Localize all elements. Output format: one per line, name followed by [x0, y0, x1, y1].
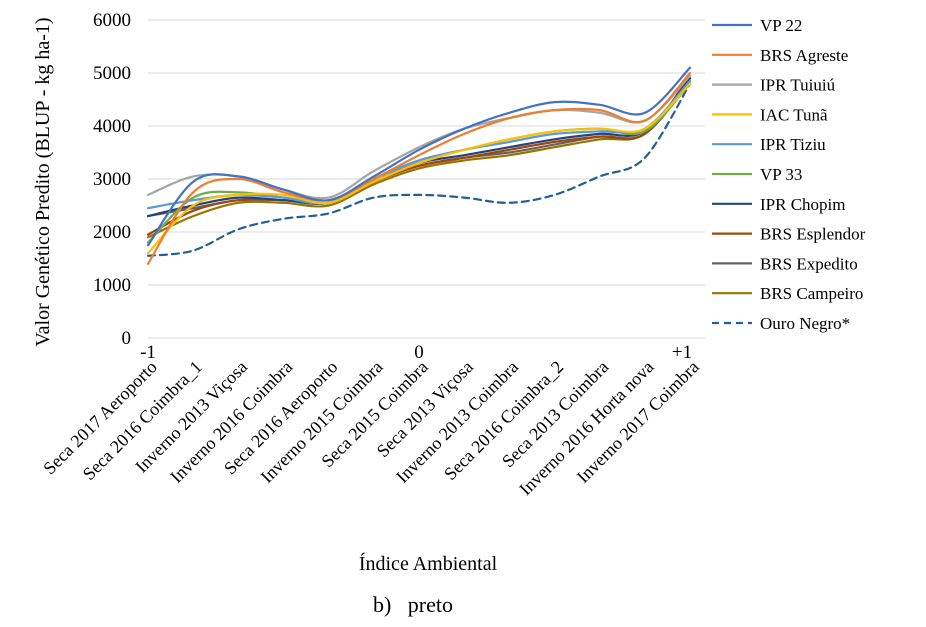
figure-caption: b) preto	[373, 592, 453, 617]
series-line-7	[146, 74, 692, 236]
y-tick-label: 0	[122, 328, 132, 349]
legend-label: VP 33	[760, 165, 802, 184]
series-line-1	[146, 71, 692, 265]
y-tick-label: 3000	[93, 169, 131, 190]
legend-label: BRS Expedito	[760, 254, 858, 273]
legend-label: IPR Tuiuiú	[760, 76, 836, 95]
x-index-labels: -1 0 +1	[140, 342, 692, 363]
y-tick-label: 1000	[93, 275, 131, 296]
legend-label: BRS Agreste	[760, 46, 848, 65]
series-line-4	[146, 79, 692, 210]
y-tick-label: 2000	[93, 222, 131, 243]
legend-label: Ouro Negro*	[760, 314, 850, 333]
x-index-label: -1	[140, 342, 156, 363]
legend-label: IPR Chopim	[760, 195, 846, 214]
x-index-label: 0	[414, 342, 424, 363]
legend-label: BRS Esplendor	[760, 225, 866, 244]
x-axis-title: Índice Ambiental	[359, 552, 498, 575]
series-lines	[146, 66, 692, 265]
series-line-3	[146, 82, 692, 255]
legend: VP 22 BRS Agreste IPR Tuiuiú IAC Tunã IPR Ti…	[712, 16, 866, 333]
legend-label: BRS Campeiro	[760, 284, 863, 303]
y-tick-label: 5000	[93, 63, 131, 84]
legend-label: IPR Tiziu	[760, 135, 826, 154]
legend-label: VP 22	[760, 16, 802, 35]
y-tick-label: 6000	[93, 10, 131, 31]
y-tick-label: 4000	[93, 116, 131, 137]
series-line-0	[146, 66, 692, 247]
y-axis-title: Valor Genético Predito (BLUP - kg ha-1)	[32, 17, 54, 346]
x-index-label: +1	[672, 342, 692, 363]
y-axis-ticks: 0 1000 2000 3000 4000 5000 6000	[93, 10, 131, 349]
series-line-9	[146, 77, 692, 239]
series-line-10	[146, 82, 692, 257]
legend-label: IAC Tunã	[760, 105, 828, 124]
